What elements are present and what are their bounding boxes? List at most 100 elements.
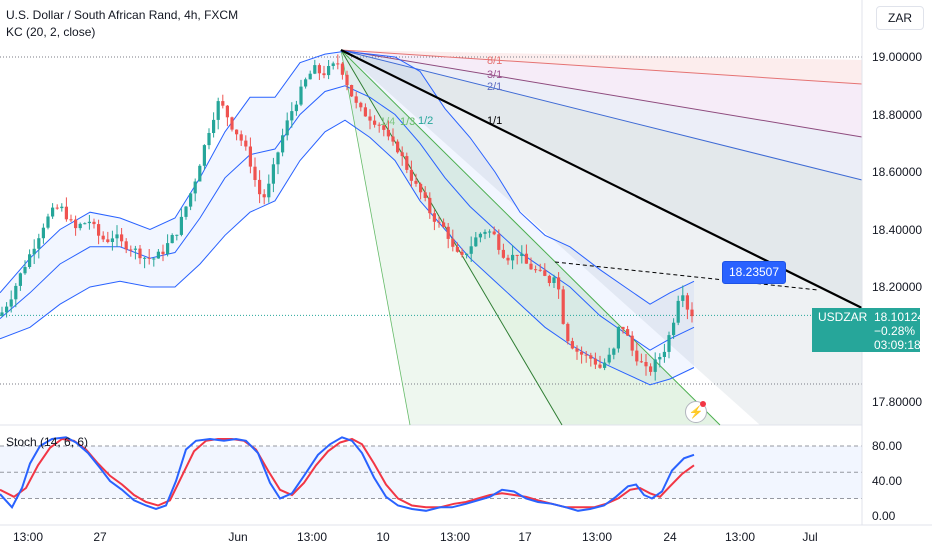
candle-body bbox=[377, 124, 381, 126]
candle-body bbox=[520, 253, 524, 256]
candle-body bbox=[239, 134, 243, 141]
candle-body bbox=[299, 86, 303, 105]
candle-body bbox=[92, 221, 96, 225]
candle-body bbox=[161, 251, 165, 255]
candle-body bbox=[336, 63, 340, 65]
currency-button[interactable]: ZAR bbox=[876, 6, 924, 30]
candle-body bbox=[5, 306, 9, 313]
fan-label-1-4: 1/4 bbox=[380, 116, 396, 128]
candle-body bbox=[110, 238, 114, 242]
candle-body bbox=[538, 269, 542, 271]
keltner-band-fill bbox=[0, 51, 694, 385]
candle-body bbox=[262, 194, 266, 198]
candle-body bbox=[460, 251, 464, 255]
candle-body bbox=[14, 285, 18, 300]
candle-body bbox=[340, 63, 344, 75]
horizontal-lines bbox=[0, 56, 862, 426]
candle-body bbox=[267, 183, 271, 198]
candle-body bbox=[271, 164, 275, 184]
candle-body bbox=[212, 119, 216, 133]
candle-body bbox=[630, 335, 634, 351]
time-axis-tick: 24 bbox=[663, 530, 677, 544]
fan-line-1-2 bbox=[340, 49, 721, 426]
price-axis-tick: 18.80000 bbox=[872, 107, 923, 122]
stochastic-pane bbox=[0, 436, 862, 512]
candle-body bbox=[414, 180, 418, 184]
candle-body bbox=[359, 102, 363, 108]
candle-body bbox=[607, 354, 611, 363]
candle-body bbox=[478, 233, 482, 238]
time-axis-tick: 13:00 bbox=[296, 530, 328, 544]
candle-body bbox=[290, 111, 294, 121]
candle-body bbox=[193, 181, 197, 194]
projection-dashed-line bbox=[554, 261, 819, 291]
candle-body bbox=[175, 234, 179, 236]
candle-body bbox=[368, 116, 372, 121]
candle-body bbox=[244, 140, 248, 147]
keltner-upper-line bbox=[0, 50, 695, 305]
chart-title: U.S. Dollar / South African Rand, 4h, FX… bbox=[6, 8, 239, 22]
keltner-channel-fill bbox=[0, 51, 694, 385]
candle-body bbox=[221, 101, 225, 106]
time-axis-tick: 13:00 bbox=[724, 530, 756, 544]
price-tag-change: −0.28% bbox=[874, 324, 916, 338]
candle-body bbox=[37, 238, 41, 249]
candle-body bbox=[350, 85, 354, 97]
candle-body bbox=[635, 350, 639, 362]
candle-body bbox=[281, 135, 285, 153]
candle-body bbox=[547, 275, 551, 283]
candle-body bbox=[248, 146, 252, 167]
stoch-legend: Stoch (14, 6, 6) bbox=[6, 435, 89, 449]
candle-body bbox=[166, 243, 170, 255]
candle-body bbox=[69, 219, 73, 221]
candle-body bbox=[189, 193, 193, 207]
candle-body bbox=[575, 348, 579, 352]
last-price-tag: USDZAR 18.10124 −0.28% 03:09:18 bbox=[812, 308, 924, 352]
candle-body bbox=[566, 323, 570, 342]
candle-body bbox=[432, 213, 436, 222]
time-axis-tick: 10 bbox=[376, 530, 390, 544]
candle-body bbox=[685, 295, 689, 310]
fan-zone-below-1-1 bbox=[341, 50, 862, 425]
candle-body bbox=[207, 133, 211, 146]
candle-body bbox=[639, 361, 643, 363]
candle-body bbox=[672, 322, 676, 336]
candle-body bbox=[580, 351, 584, 355]
candle-body bbox=[276, 152, 280, 165]
candle-body bbox=[78, 223, 82, 229]
candle-body bbox=[690, 309, 694, 317]
candle-body bbox=[101, 235, 105, 240]
candle-body bbox=[557, 277, 561, 290]
keltner-legend: KC (20, 2, close) bbox=[6, 25, 96, 39]
time-axis-tick: 17 bbox=[518, 530, 532, 544]
candle-body bbox=[446, 226, 450, 239]
candle-body bbox=[373, 120, 377, 125]
time-axis-tick: Jun bbox=[228, 530, 248, 544]
price-tag-countdown: 03:09:18 bbox=[874, 338, 921, 352]
candle-body bbox=[511, 254, 515, 261]
candle-body bbox=[483, 231, 487, 234]
candle-body bbox=[621, 326, 625, 330]
candle-body bbox=[442, 222, 446, 227]
candle-body bbox=[170, 235, 174, 244]
candle-body bbox=[345, 74, 349, 86]
candle-body bbox=[253, 166, 257, 180]
candle-body bbox=[60, 206, 64, 209]
candle-body bbox=[451, 238, 455, 247]
fan-line-3-1 bbox=[340, 49, 863, 138]
candle-body bbox=[363, 107, 367, 117]
candle-body bbox=[304, 79, 308, 87]
candle-body bbox=[133, 248, 137, 250]
candle-body bbox=[497, 234, 501, 250]
candle-body bbox=[235, 129, 239, 135]
candle-body bbox=[9, 299, 13, 307]
price-tag-symbol: USDZAR bbox=[818, 310, 868, 324]
candle-body bbox=[658, 357, 662, 360]
fan-label-1-3: 1/3 bbox=[400, 116, 416, 128]
candlesticks bbox=[0, 54, 694, 381]
candle-body bbox=[552, 277, 556, 283]
time-axis-tick: 13:00 bbox=[439, 530, 471, 544]
candle-body bbox=[543, 270, 547, 276]
candle-body bbox=[317, 65, 321, 74]
